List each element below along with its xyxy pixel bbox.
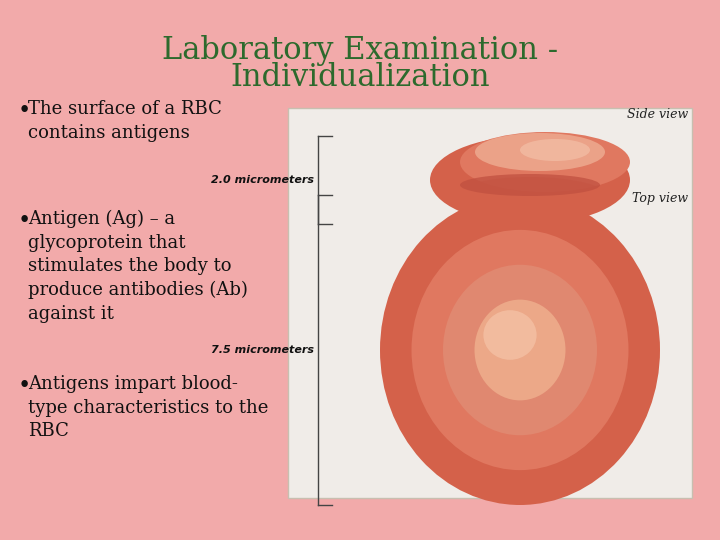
Text: •: • [18, 375, 31, 397]
Text: Antigen (Ag) – a
glycoprotein that
stimulates the body to
produce antibodies (Ab: Antigen (Ag) – a glycoprotein that stimu… [28, 210, 248, 323]
Text: •: • [18, 100, 31, 122]
Ellipse shape [380, 195, 660, 505]
Ellipse shape [475, 133, 605, 171]
Text: 2.0 micrometers: 2.0 micrometers [211, 175, 314, 185]
Text: Top view: Top view [632, 192, 688, 205]
FancyBboxPatch shape [288, 108, 692, 498]
Ellipse shape [460, 174, 600, 196]
Text: Side view: Side view [626, 108, 688, 121]
Ellipse shape [430, 136, 630, 224]
Ellipse shape [412, 230, 629, 470]
Text: The surface of a RBC
contains antigens: The surface of a RBC contains antigens [28, 100, 222, 141]
Text: •: • [18, 210, 31, 232]
Text: Individualization: Individualization [230, 62, 490, 93]
Ellipse shape [460, 132, 630, 192]
Text: Laboratory Examination -: Laboratory Examination - [162, 35, 558, 66]
Text: Antigens impart blood-
type characteristics to the
RBC: Antigens impart blood- type characterist… [28, 375, 269, 440]
Ellipse shape [520, 139, 590, 161]
Ellipse shape [474, 300, 565, 400]
Text: 7.5 micrometers: 7.5 micrometers [211, 345, 314, 355]
Ellipse shape [443, 265, 597, 435]
Ellipse shape [450, 177, 610, 219]
Ellipse shape [483, 310, 536, 360]
